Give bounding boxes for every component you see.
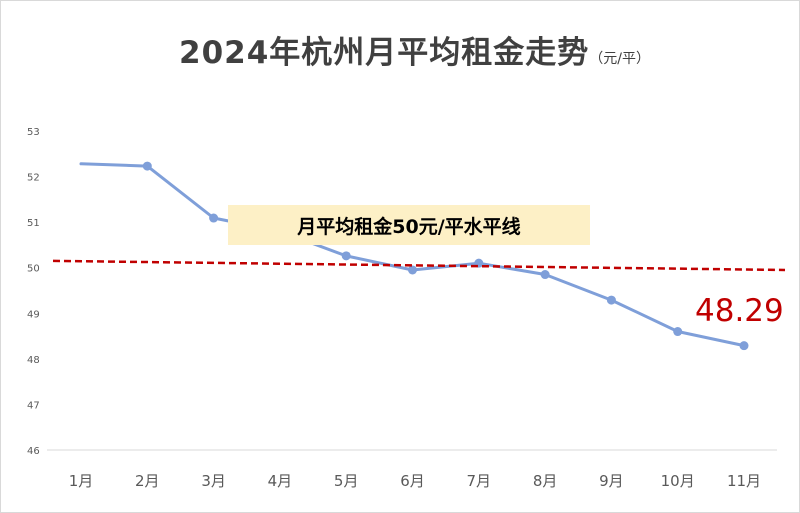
reference-line-50: [52, 259, 786, 272]
x-tick-label: 2月: [135, 472, 160, 490]
reference-line-callout: 月平均租金50元/平水平线: [228, 205, 590, 245]
y-tick-label: 48: [27, 355, 40, 366]
chart-title-unit: （元/平）: [589, 51, 650, 67]
data-point: [209, 213, 219, 223]
x-tick-label: 1月: [69, 472, 94, 490]
reference-layer: [52, 259, 786, 272]
x-tick-label: 4月: [268, 472, 293, 490]
data-point: [142, 161, 152, 171]
x-tick-label: 5月: [334, 472, 359, 490]
data-point: [606, 295, 616, 305]
x-tick-label: 7月: [467, 472, 492, 490]
y-tick-label: 47: [27, 400, 40, 411]
y-tick-label: 52: [27, 173, 40, 184]
x-tick-label: 3月: [201, 472, 226, 490]
x-tick-label: 11月: [727, 472, 761, 490]
x-axis: 1月 2月 3月 4月 5月 6月 7月 8月 9月 10月 11月: [47, 449, 777, 490]
y-axis: 46 47 48 49 50 51 52 53: [27, 127, 40, 457]
data-point: [341, 251, 351, 261]
chart-title-main: 2024年杭州月平均租金走势: [179, 35, 590, 71]
x-tick-label: 10月: [661, 472, 695, 490]
y-tick-label: 49: [27, 309, 40, 320]
x-tick-label: 9月: [599, 472, 624, 490]
x-tick-label: 6月: [400, 472, 425, 490]
data-point: [540, 270, 550, 280]
x-tick-label: 8月: [533, 472, 558, 490]
data-point: [739, 341, 749, 351]
series-line: [79, 162, 746, 348]
series-layer: [79, 161, 749, 351]
y-tick-label: 53: [27, 127, 40, 138]
data-point: [673, 327, 683, 337]
chart-title: 2024年杭州月平均租金走势（元/平）: [179, 27, 650, 72]
y-tick-label: 46: [27, 446, 40, 457]
data-point: [408, 265, 417, 275]
y-tick-label: 51: [27, 218, 40, 229]
last-value-label: 48.29: [695, 293, 784, 329]
y-tick-label: 50: [27, 264, 40, 275]
